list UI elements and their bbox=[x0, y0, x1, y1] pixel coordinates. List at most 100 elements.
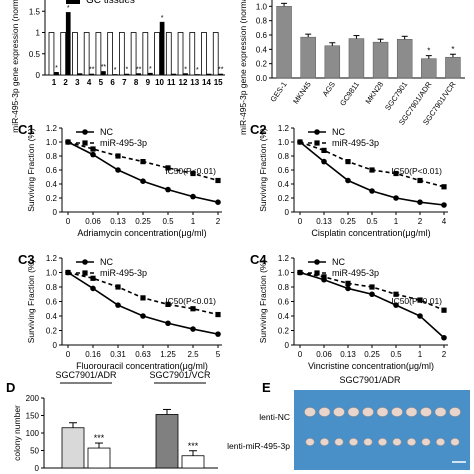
y-tick-label: 0.2 bbox=[46, 327, 58, 336]
ic50-annotation: IC50(P<0.01) bbox=[391, 166, 442, 176]
data-point bbox=[215, 311, 221, 318]
x-tick-label: 0.13 bbox=[340, 350, 356, 359]
y-tick-label: 1.0 bbox=[278, 138, 290, 147]
panel-c4-chart: C4 0 0.2 0.4 0.6 0.8 1.0 1.2 0 0.06 0.13 0.25 0.5 1 2 N… bbox=[250, 252, 448, 371]
panel-e-image: E SGC7901/ADR lenti-NC lenti-miR-495-3p bbox=[227, 375, 470, 470]
x-tick-label: 0 bbox=[298, 217, 303, 226]
y-tick-label: 0.4 bbox=[256, 45, 268, 54]
y-tick-label: 0.4 bbox=[278, 180, 290, 189]
data-point bbox=[417, 313, 423, 319]
y-axis-label: miR-495-3p gene expression (normalizatio… bbox=[238, 0, 248, 135]
data-point bbox=[345, 159, 351, 165]
tumor-nodule bbox=[407, 438, 416, 446]
data-point bbox=[441, 202, 447, 208]
bar-gc bbox=[65, 12, 71, 76]
data-point bbox=[441, 334, 447, 341]
legend-marker bbox=[314, 270, 320, 276]
panel-b-chart: 0.0 0.2 0.4 0.6 0.8 1.0 GES-1 MKN45 AGS GC9811 MKN… bbox=[238, 0, 465, 135]
bar-normal bbox=[165, 32, 172, 76]
y-axis-label: colony number bbox=[12, 405, 22, 461]
x-tick-label: 0 bbox=[66, 350, 71, 359]
data-point bbox=[215, 331, 221, 337]
x-tick-label: 0.5 bbox=[366, 217, 378, 226]
data-point bbox=[321, 147, 327, 153]
x-tick-label: 5 bbox=[216, 350, 221, 359]
bar-gc bbox=[112, 74, 118, 75]
significance-label: * bbox=[149, 66, 152, 73]
y-tick-label: 1.0 bbox=[46, 269, 58, 278]
data-point bbox=[115, 153, 121, 159]
x-axis-label: Vincristine concentration(μg/ml) bbox=[308, 361, 434, 371]
x-tick-label: 2 bbox=[442, 350, 447, 359]
data-point bbox=[165, 320, 171, 327]
bar-gc bbox=[171, 73, 177, 75]
bar bbox=[155, 414, 179, 469]
bar-gc bbox=[206, 73, 212, 75]
panel-letter: C3 bbox=[18, 252, 35, 267]
bar-normal bbox=[83, 32, 90, 76]
data-point bbox=[165, 186, 171, 193]
y-tick-label: 0 bbox=[285, 341, 290, 350]
panel-c3-chart: C3 0 0.2 0.4 0.6 0.8 1.0 1.2 0 0.16 0.31 0.63 1.25 2.… bbox=[18, 252, 222, 371]
data-point bbox=[393, 302, 399, 308]
data-point bbox=[90, 275, 96, 281]
x-tick-label: GC9811 bbox=[338, 80, 361, 108]
data-point bbox=[190, 326, 196, 332]
bar-gc bbox=[159, 21, 165, 75]
y-tick-label: 0.2 bbox=[46, 194, 58, 203]
bar-normal bbox=[60, 32, 67, 76]
legend-marker bbox=[82, 259, 88, 265]
bar-normal bbox=[95, 32, 102, 76]
bar bbox=[87, 447, 111, 469]
x-tick-label: 8 bbox=[134, 78, 139, 87]
y-tick-label: 1.2 bbox=[46, 254, 58, 263]
legend-label: NC bbox=[100, 257, 113, 267]
panel-c1-chart: C1 0 0.2 0.4 0.6 0.8 1.0 1.2 0 0.06 0.13 0.25 0.5 1 2 N… bbox=[18, 122, 222, 238]
data-point bbox=[90, 285, 96, 292]
tumor-nodule bbox=[376, 407, 389, 417]
bar-normal bbox=[189, 32, 196, 76]
x-tick-label: 2 bbox=[418, 217, 423, 226]
y-tick-label: 1.0 bbox=[278, 269, 290, 278]
x-tick-label: AGS bbox=[320, 80, 336, 98]
tumor-nodule bbox=[347, 407, 360, 417]
bar-normal bbox=[154, 32, 160, 76]
legend-swatch bbox=[66, 0, 80, 4]
significance-label: * bbox=[184, 66, 187, 73]
legend-marker bbox=[314, 140, 320, 146]
x-tick-label: 14 bbox=[202, 78, 211, 87]
data-point bbox=[393, 195, 399, 201]
significance-label: * bbox=[451, 45, 454, 54]
data-point bbox=[393, 170, 399, 177]
x-tick-label: MKN28 bbox=[363, 80, 385, 106]
y-tick-label: 1.0 bbox=[256, 2, 268, 11]
panel-letter: C1 bbox=[18, 122, 35, 137]
data-point bbox=[190, 170, 196, 177]
x-tick-label: 10 bbox=[155, 78, 164, 87]
y-axis-label: Surviving Fraction (%) bbox=[258, 128, 268, 212]
data-point bbox=[345, 280, 351, 286]
legend-marker bbox=[82, 140, 88, 146]
y-axis-label: Surviving Fraction (%) bbox=[26, 128, 36, 212]
significance-label: * bbox=[161, 15, 164, 22]
row-label: lenti-NC bbox=[259, 412, 290, 422]
bar-gc bbox=[183, 73, 188, 75]
bar-gc bbox=[89, 73, 95, 75]
legend-marker bbox=[82, 270, 88, 276]
tumor-nodule bbox=[349, 438, 358, 446]
data-point bbox=[369, 291, 375, 298]
x-axis-label: Cisplatin concentration(μg/ml) bbox=[311, 228, 430, 238]
bar-normal bbox=[201, 32, 207, 76]
legend-label: miR-495-3p bbox=[100, 138, 147, 148]
y-tick-label: 0.8 bbox=[256, 17, 268, 26]
bar-gc bbox=[101, 71, 106, 75]
significance-label: * bbox=[126, 67, 129, 74]
significance-label: ** bbox=[218, 67, 224, 74]
x-tick-label: 9 bbox=[146, 78, 151, 87]
panel-letter: D bbox=[6, 380, 15, 395]
data-point bbox=[369, 188, 375, 194]
significance-label: ** bbox=[101, 64, 107, 71]
x-tick-label: 0.06 bbox=[316, 350, 332, 359]
x-tick-label: 6 bbox=[110, 78, 115, 87]
